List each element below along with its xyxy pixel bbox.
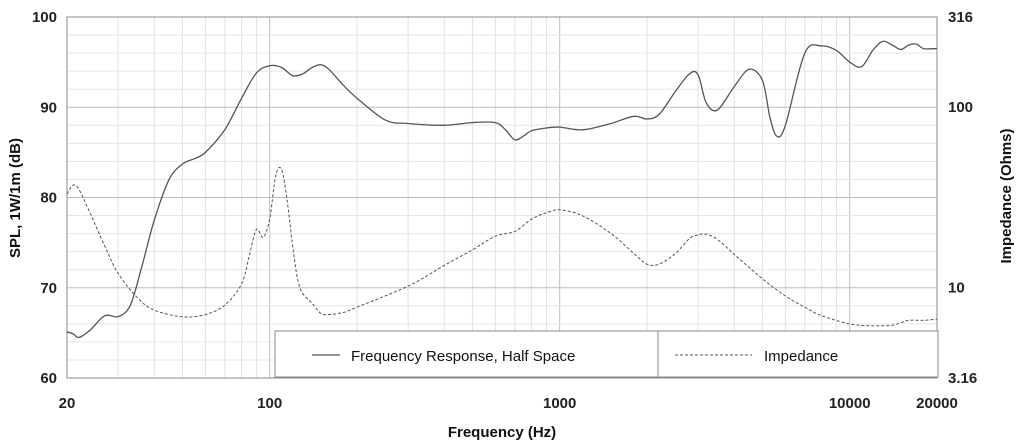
y2-tick-label: 3.16 (948, 370, 977, 387)
y-axis-ticks: 60 70 80 90 100 (32, 9, 57, 387)
grid (67, 17, 937, 378)
y-axis-title: SPL, 1W/1m (dB) (7, 138, 24, 258)
series-line-impedance (66, 166, 938, 327)
x-tick-label: 20 (59, 395, 76, 412)
y-tick-label: 60 (40, 370, 57, 387)
y-tick-label: 70 (40, 280, 57, 297)
series-layer (66, 40, 938, 339)
legend-box (274, 330, 939, 378)
y2-tick-label: 100 (948, 99, 973, 116)
y2-tick-label: 316 (948, 9, 973, 26)
y-tick-label: 80 (40, 190, 57, 207)
legend-label-impedance: Impedance (764, 348, 838, 365)
y2-tick-label: 10 (948, 280, 965, 297)
x-tick-label: 1000 (543, 395, 576, 412)
x-tick-label: 20000 (916, 395, 958, 412)
plot-frame (66, 16, 938, 379)
series-line-frequency-response (66, 40, 938, 339)
legend-label-frequency-response: Frequency Response, Half Space (351, 348, 575, 365)
x-axis-title: Frequency (Hz) (448, 424, 556, 441)
x-tick-label: 10000 (829, 395, 871, 412)
y-tick-label: 100 (32, 9, 57, 26)
legend: Frequency Response, Half Space Impedance (274, 330, 939, 378)
y2-axis-title: Impedance (Ohms) (998, 128, 1015, 263)
y-tick-label: 90 (40, 99, 57, 116)
x-axis-ticks: 20 100 1000 10000 20000 (59, 395, 958, 412)
y2-axis-ticks: 3.16 10 100 316 (948, 9, 977, 387)
x-tick-label: 100 (257, 395, 282, 412)
